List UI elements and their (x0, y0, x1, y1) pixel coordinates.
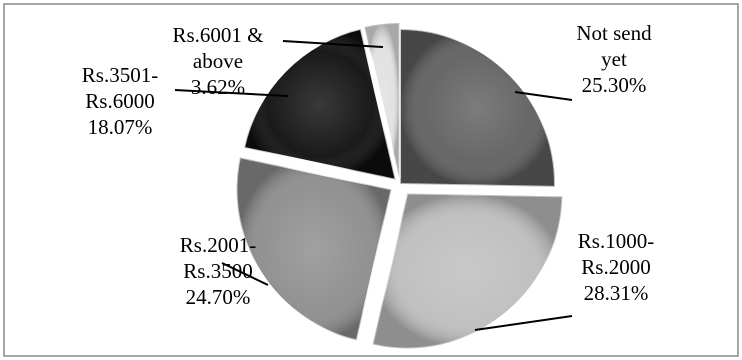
pie-slice-shading-1 (400, 29, 555, 187)
slice-category-label: Rs.2000 (581, 255, 650, 279)
slice-percent-label: 18.07% (88, 115, 153, 139)
slice-category-label: Rs.6000 (85, 89, 154, 113)
slice-label-2: Rs.1000-Rs.2000 28.31% (578, 229, 654, 305)
slice-percent-label: 28.31% (584, 281, 649, 305)
leader-line-2 (474, 315, 573, 331)
slice-category-label: Rs.3501- (82, 63, 158, 87)
slice-category-label: Rs.3500 (183, 259, 252, 283)
pie-slice-shading-2 (372, 193, 563, 349)
pie-slice-shading-4 (244, 28, 396, 180)
slice-category-label: Rs.1000- (578, 229, 654, 253)
slice-category-label: Rs.6001 & (172, 23, 263, 47)
slice-label-5: Rs.6001 & above 3.62% (172, 23, 263, 99)
slice-label-1: Not send yet 25.30% (576, 21, 652, 97)
slice-label-3: Rs.2001-Rs.3500 24.70% (180, 233, 256, 309)
leader-line-5 (282, 40, 384, 48)
slice-percent-label: 25.30% (582, 73, 647, 97)
pie-slice-shading-3 (236, 157, 392, 341)
slice-percent-label: 24.70% (186, 285, 251, 309)
slice-category-label: yet (601, 47, 627, 71)
slice-category-label: Rs.2001- (180, 233, 256, 257)
leader-line-4 (174, 89, 289, 97)
leader-line-1 (514, 91, 573, 101)
chart-border (3, 3, 739, 357)
leader-line-3 (221, 262, 269, 286)
slice-category-label: above (193, 49, 243, 73)
slice-category-label: Not send (576, 21, 652, 45)
slice-label-4: Rs.3501-Rs.6000 18.07% (82, 63, 158, 139)
slice-percent-label: 3.62% (191, 75, 245, 99)
pie-slice-shading-5 (364, 23, 400, 179)
